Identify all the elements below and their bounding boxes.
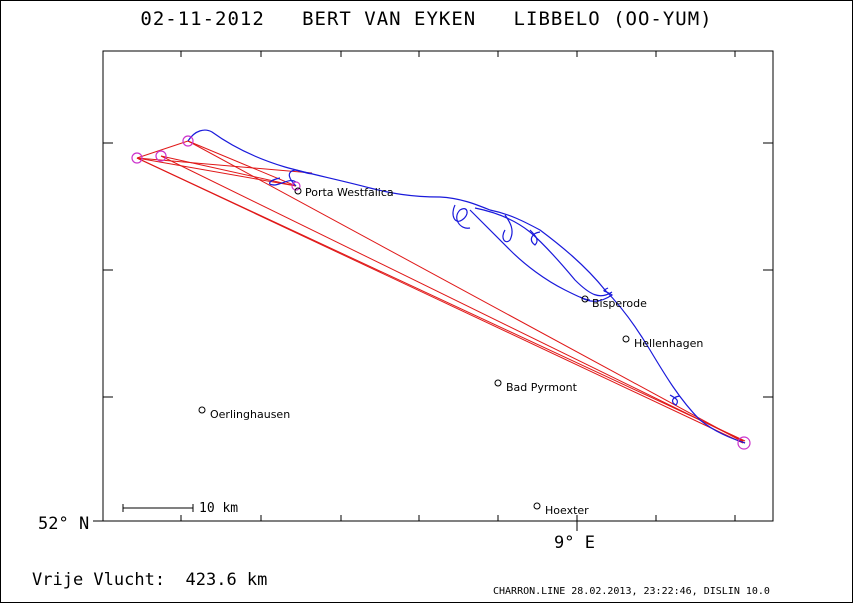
turnpoint-marker xyxy=(182,135,194,147)
place-label: Bisperode xyxy=(592,297,647,310)
map-title: 02-11-2012 BERT VAN EYKEN LIBBELO (OO-YU… xyxy=(140,8,713,30)
place-marker-bad-pyrmont xyxy=(494,379,502,387)
place-marker-bisperode xyxy=(581,295,589,303)
place-marker-porta-westfalica xyxy=(294,187,302,195)
scale-bar xyxy=(122,504,194,512)
place-label: Hellenhagen xyxy=(634,337,703,350)
place-label: Bad Pyrmont xyxy=(506,381,578,394)
place-label: Oerlinghausen xyxy=(210,408,290,421)
place-marker-hellenhagen xyxy=(622,335,630,343)
place-marker-oerlinghausen xyxy=(198,406,206,414)
longitude-label: 9° E xyxy=(554,533,595,553)
place-marker-hoexter xyxy=(533,502,541,510)
credit-line: CHARRON.LINE 28.02.2013, 23:22:46, DISLI… xyxy=(493,586,770,597)
task-legs xyxy=(136,140,746,444)
flight-track xyxy=(187,129,746,444)
turnpoint-marker xyxy=(131,152,143,164)
turnpoints xyxy=(131,135,751,450)
axis-ticks xyxy=(93,51,773,531)
place-labels: Porta Westfalica Bisperode Hellenhagen B… xyxy=(210,186,703,517)
free-flight-distance: Vrije Vlucht: 423.6 km xyxy=(32,570,268,590)
scale-bar-label: 10 km xyxy=(199,501,239,516)
latitude-label: 52° N xyxy=(38,514,90,534)
place-label: Porta Westfalica xyxy=(305,186,394,199)
turnpoint-marker xyxy=(291,181,301,191)
place-markers xyxy=(198,187,630,510)
turnpoint-marker xyxy=(737,436,751,450)
turnpoint-marker xyxy=(155,150,167,162)
plot-frame xyxy=(102,50,774,522)
place-label: Hoexter xyxy=(545,504,589,517)
